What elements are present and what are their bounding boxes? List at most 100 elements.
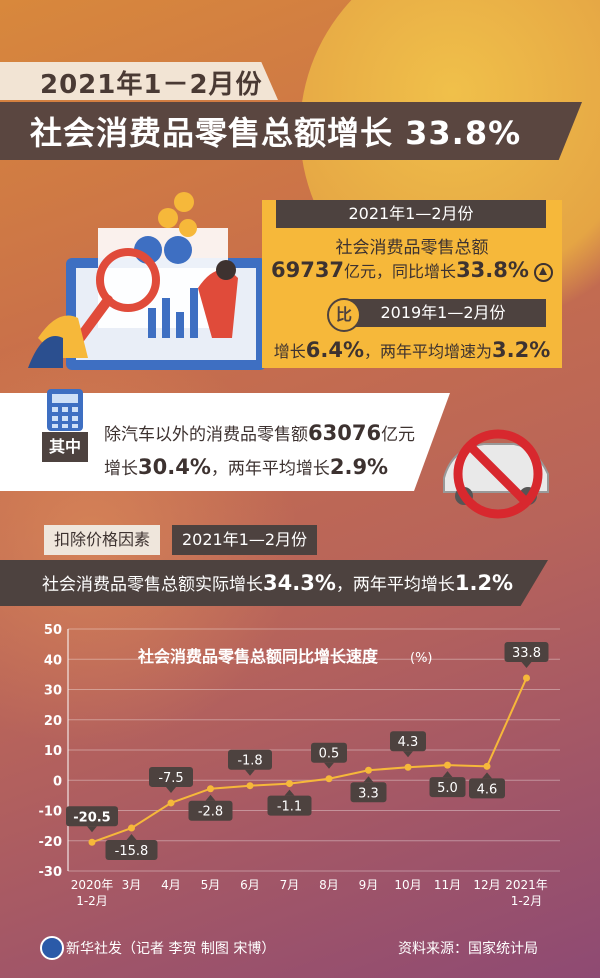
data-label-pointer [87, 826, 97, 833]
credit: 新华社发（记者 李贺 制图 宋博） [66, 941, 276, 957]
x-tick-label: 5月 [201, 878, 221, 892]
growth2-value: 6.4% [305, 338, 364, 362]
avg-text: ，两年平均增速为 [364, 342, 493, 361]
analysis-illustration [28, 192, 266, 370]
chart-title: 社会消费品零售总额同比增长速度 [137, 647, 379, 666]
ex-auto-text: 除汽车以外的消费品零售额 [104, 425, 308, 445]
data-label-box [188, 800, 233, 821]
data-label-box [311, 742, 347, 763]
coin-icon [158, 208, 178, 228]
data-point [365, 766, 372, 774]
x-tick-label: 3月 [122, 878, 142, 892]
amount-unit: 亿元，同比增长 [344, 262, 457, 281]
data-label: -20.5 [73, 810, 110, 825]
series-line [91, 677, 528, 844]
price-adjust-tag: 扣除价格因素 [44, 525, 161, 555]
real-text: 社会消费品零售总额实际增长 [42, 575, 263, 595]
ex-auto-growth-prefix: 增长 [104, 459, 138, 479]
retail-amount: 69737 [270, 258, 345, 282]
compare-period: 2019年1—2月份 [340, 299, 546, 327]
x-tick-label: 10月 [394, 878, 421, 892]
headline: 社会消费品零售总额增长 33.8% [30, 114, 522, 152]
data-point [483, 762, 491, 770]
data-label-pointer [245, 769, 255, 776]
data-label-box [228, 749, 272, 770]
data-label: -7.5 [158, 771, 183, 786]
x-tick-label: 8月 [319, 878, 339, 892]
data-label-box [429, 777, 466, 798]
data-point [523, 674, 530, 682]
ex-auto-growth: 30.4% [138, 455, 211, 479]
up-arrow-icon [534, 263, 554, 282]
x-tick-label: 2021年 [505, 878, 548, 892]
growth-value: 33.8% [456, 258, 529, 282]
data-label: 3.3 [358, 786, 379, 801]
y-tick-label: 50 [44, 623, 62, 638]
period-band [0, 62, 278, 100]
data-label-pointer [284, 789, 295, 796]
ex-auto-unit: 亿元 [381, 425, 416, 445]
data-label-pointer [126, 834, 137, 841]
x-tick-label: 1-2月 [511, 894, 543, 908]
data-point [404, 763, 412, 771]
data-point [167, 799, 175, 807]
real-growth-band [0, 560, 548, 606]
data-label: -1.1 [277, 800, 302, 815]
ex-auto-line2: 增长30.4%，两年平均增长2.9% [104, 454, 388, 479]
data-label: 5.0 [437, 781, 458, 796]
y-tick-label: 30 [44, 684, 62, 699]
data-label-box [66, 806, 118, 827]
data-label-pointer [205, 794, 216, 801]
data-point [246, 782, 254, 790]
summary-line2: 69737亿元，同比增长33.8% [262, 258, 562, 282]
among-label: 其中 [42, 432, 88, 462]
data-point [286, 780, 293, 788]
summary-line1: 社会消费品零售总额 [335, 238, 489, 258]
period-title: 2021年1－2月份 [40, 70, 263, 100]
summary-line3: 增长6.4%，两年平均增速为3.2% [262, 338, 562, 362]
data-label-box [267, 795, 312, 816]
real-growth-line: 社会消费品零售总额实际增长34.3%，两年平均增长1.2% [42, 570, 513, 595]
ex-auto-value: 63076 [308, 421, 382, 445]
headline-band [0, 102, 582, 160]
data-point [325, 775, 333, 783]
data-label: 0.5 [319, 747, 340, 762]
data-point [128, 824, 135, 832]
x-tick-label: 12月 [473, 878, 500, 892]
data-label: 4.3 [398, 735, 419, 750]
y-tick-label: 10 [44, 744, 62, 759]
data-label: -15.8 [115, 844, 149, 859]
data-label-box [350, 782, 387, 803]
ex-auto-line1: 除汽车以外的消费品零售额63076亿元 [104, 420, 415, 445]
y-tick-label: -20 [39, 835, 63, 850]
y-tick-label: 40 [44, 653, 62, 668]
real-value: 34.3% [263, 571, 336, 595]
data-label-box [469, 778, 505, 799]
x-tick-label: 4月 [161, 878, 181, 892]
x-tick-label: 6月 [240, 878, 260, 892]
data-label-pointer [521, 662, 532, 669]
person-icon [198, 270, 238, 338]
data-point [88, 838, 96, 846]
x-tick-label: 1-2月 [76, 894, 108, 908]
chart-unit: (%) [410, 651, 433, 666]
y-tick-label: -30 [39, 865, 63, 880]
ex-auto-avg: 2.9% [329, 455, 389, 479]
x-tick-label: 2020年 [71, 878, 114, 892]
compare-badge: 比 [327, 298, 361, 332]
x-tick-label: 11月 [434, 878, 461, 892]
real-avg: 1.2% [454, 571, 514, 595]
data-point [444, 761, 451, 769]
magnifier-icon [96, 248, 160, 312]
growth2-prefix: 增长 [273, 342, 306, 361]
summary-period: 2021年1—2月份 [276, 200, 546, 228]
y-tick-label: 20 [44, 714, 62, 729]
data-label: -1.8 [237, 754, 262, 769]
ex-auto-mid: ，两年平均增长 [210, 459, 330, 479]
data-label-pointer [363, 776, 374, 783]
data-label-box [504, 642, 549, 663]
data-label-pointer [482, 772, 492, 779]
price-adjust-period: 2021年1—2月份 [172, 525, 318, 555]
data-label: 4.6 [477, 782, 498, 797]
xinhua-logo-icon [40, 936, 64, 960]
